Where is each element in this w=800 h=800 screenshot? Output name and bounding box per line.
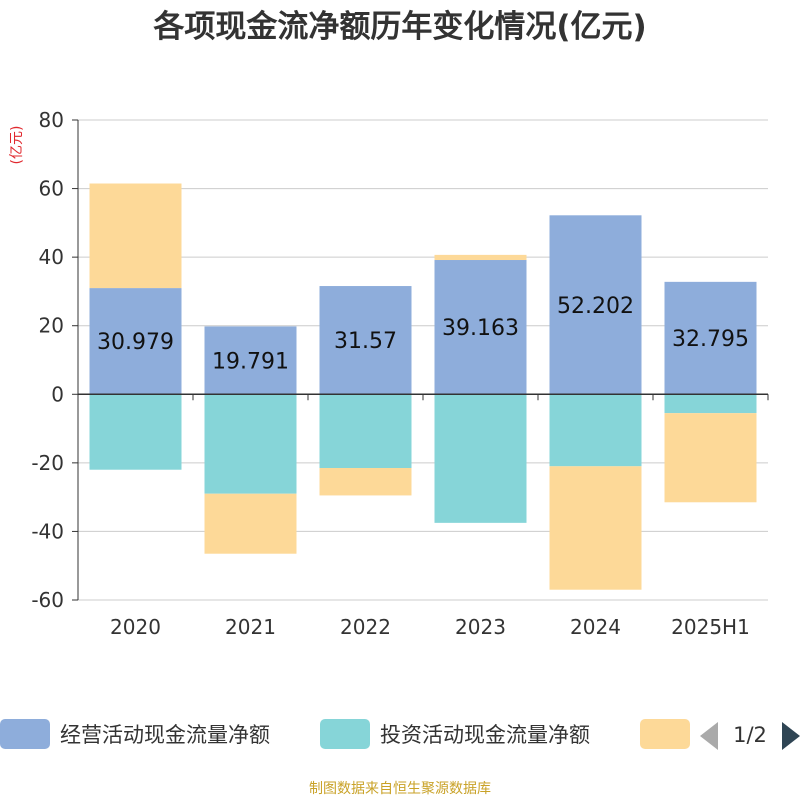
bar-series2-2023 <box>434 394 527 523</box>
bar-series1-2020 <box>89 288 182 395</box>
axes: 80 60 40 20 0 -20 -40 -60 2020 2021 2022 2023 2024 20… <box>31 108 769 639</box>
legend-swatch <box>640 719 690 749</box>
x-tick-label: 2020 <box>110 615 161 639</box>
data-label: 19.791 <box>212 349 289 374</box>
legend-swatch <box>320 719 370 749</box>
bar-series1-2025H1 <box>664 281 757 395</box>
y-tick-label: 0 <box>51 382 64 406</box>
bar-series2-2024 <box>549 394 642 467</box>
x-tick-label: 2023 <box>455 615 506 639</box>
bar-series3-2024 <box>549 466 642 590</box>
legend: 经营活动现金流量净额 投资活动现金流量净额 1/2 <box>0 719 800 750</box>
data-label: 52.202 <box>557 294 634 319</box>
bar-series2-2021 <box>204 394 297 494</box>
pager-prev-icon[interactable] <box>700 722 718 750</box>
bar-series3-2022 <box>319 468 412 496</box>
y-tick-label: 40 <box>39 245 64 269</box>
y-tick-label: -60 <box>31 588 64 612</box>
bar-series3-2025H1 <box>664 413 757 503</box>
bar-series1-2023 <box>434 260 527 395</box>
bar-series1-2021 <box>204 326 297 395</box>
grid-lines <box>78 119 768 601</box>
y-axis-label: (亿元) <box>9 126 25 165</box>
data-labels: 30.979 19.791 31.57 39.163 52.202 32.795 <box>97 294 749 375</box>
y-tick-label: -40 <box>31 519 64 543</box>
source-footer: 制图数据来自恒生聚源数据库 <box>309 781 491 797</box>
data-label: 39.163 <box>442 316 519 341</box>
bar-series3-2021 <box>204 493 297 554</box>
legend-label: 经营活动现金流量净额 <box>60 723 270 747</box>
y-tick-label: 20 <box>39 314 64 338</box>
bar-series3-2020 <box>89 183 182 289</box>
bar-series2-2025H1 <box>664 394 757 414</box>
pager-indicator: 1/2 <box>733 723 767 747</box>
data-label: 30.979 <box>97 330 174 355</box>
y-tick-label: 80 <box>39 108 64 132</box>
legend-swatch <box>0 719 50 749</box>
legend-label: 投资活动现金流量净额 <box>380 723 590 747</box>
x-tick-label: 2021 <box>225 615 276 639</box>
bar-series3-2023 <box>434 254 527 261</box>
x-tick-label: 2022 <box>340 615 391 639</box>
bar-series1-2022 <box>319 286 412 395</box>
data-label: 32.795 <box>672 327 749 352</box>
x-tick-label: 2024 <box>570 615 621 639</box>
bar-series2-2020 <box>89 394 182 470</box>
y-tick-label: -20 <box>31 451 64 475</box>
chart-title: 各项现金流净额历年变化情况(亿元) <box>153 9 647 45</box>
y-tick-label: 60 <box>39 177 64 201</box>
pager-next-icon[interactable] <box>782 722 800 750</box>
bar-series2-2022 <box>319 394 412 468</box>
data-label: 31.57 <box>334 329 397 354</box>
x-tick-label: 2025H1 <box>671 615 750 639</box>
bar-series1-2024 <box>549 215 642 395</box>
bars <box>89 183 757 590</box>
